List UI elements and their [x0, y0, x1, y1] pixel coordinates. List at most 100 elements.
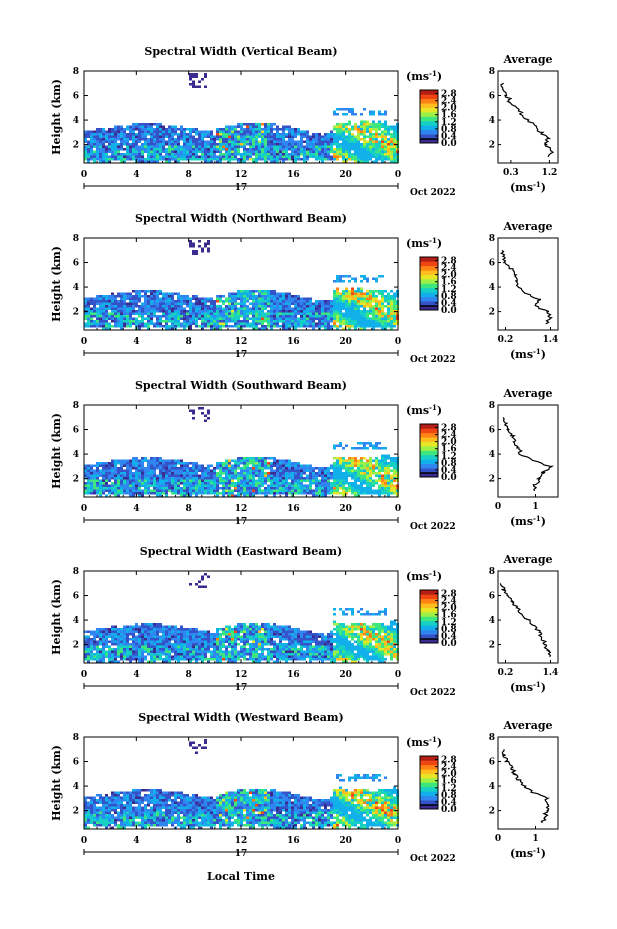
- heatmap-cell: [264, 158, 267, 161]
- heatmap-cell: [309, 322, 312, 325]
- heatmap-cell: [132, 650, 135, 653]
- heatmap-cell: [105, 327, 108, 330]
- heatmap-cell: [360, 462, 363, 465]
- heatmap-cell: [342, 108, 345, 111]
- average-title: Average: [502, 220, 552, 233]
- heatmap-cell: [285, 464, 288, 467]
- heatmap-cell: [276, 489, 279, 492]
- heatmap-cell: [129, 630, 132, 633]
- heatmap-cell: [222, 464, 225, 467]
- heatmap-cell: [117, 145, 120, 148]
- heatmap-cell: [102, 643, 105, 646]
- heatmap-cell: [174, 138, 177, 141]
- heatmap-cell: [117, 655, 120, 658]
- heatmap-cell: [114, 317, 117, 320]
- heatmap-cell: [381, 454, 384, 457]
- heatmap-cell: [330, 310, 333, 313]
- heatmap-cell: [93, 145, 96, 148]
- heatmap-cell: [156, 138, 159, 141]
- heatmap-cell: [297, 479, 300, 482]
- heatmap-cell: [342, 297, 345, 300]
- heatmap-cell: [387, 477, 390, 480]
- heatmap-cell: [384, 128, 387, 131]
- heatmap-cell: [210, 143, 213, 146]
- colorbar-tick-label: 2.0: [441, 438, 457, 448]
- heatmap-cell: [279, 305, 282, 308]
- heatmap-cell: [159, 484, 162, 487]
- heatmap-cell: [351, 487, 354, 490]
- heatmap-cell: [141, 477, 144, 480]
- heatmap-cell: [270, 155, 273, 158]
- heatmap-cell: [291, 474, 294, 477]
- heatmap-cell: [261, 457, 264, 460]
- heatmap-cell: [129, 320, 132, 323]
- heatmap-cell: [225, 317, 228, 320]
- heatmap-cell: [147, 660, 150, 663]
- heatmap-cell: [333, 158, 336, 161]
- heatmap-cell: [219, 130, 222, 133]
- heatmap-cell: [216, 494, 219, 497]
- heatmap-cell: [390, 469, 393, 472]
- heatmap-cell: [312, 325, 315, 328]
- heatmap-cell: [378, 494, 381, 497]
- heatmap-cell: [288, 153, 291, 156]
- heatmap-cell: [279, 150, 282, 153]
- heatmap-cell: [165, 479, 168, 482]
- heatmap-cell: [315, 494, 318, 497]
- heatmap-cell: [366, 325, 369, 328]
- heatmap-cell: [363, 120, 366, 123]
- heatmap-cell: [342, 305, 345, 308]
- heatmap-cell: [243, 153, 246, 156]
- heatmap-cell: [102, 630, 105, 633]
- heatmap-cell: [219, 322, 222, 325]
- heatmap-cell: [189, 148, 192, 151]
- heatmap-cell: [132, 658, 135, 661]
- heatmap-cell: [105, 474, 108, 477]
- heatmap-cell: [249, 492, 252, 495]
- heatmap-cell: [381, 464, 384, 467]
- heatmap-cell: [366, 469, 369, 472]
- heatmap-cell: [246, 290, 249, 293]
- heatmap-cell: [384, 325, 387, 328]
- heatmap-cell: [219, 150, 222, 153]
- heatmap-cell: [111, 474, 114, 477]
- heatmap-cell: [276, 160, 279, 163]
- heatmap-cell: [363, 457, 366, 460]
- heatmap-cell: [378, 140, 381, 143]
- heatmap-cell: [363, 305, 366, 308]
- heatmap-cell: [201, 477, 204, 480]
- heatmap-cell: [240, 479, 243, 482]
- heatmap-cell: [330, 492, 333, 495]
- heatmap-cell: [366, 312, 369, 315]
- heatmap-cell: [249, 482, 252, 485]
- heatmap-cell: [138, 148, 141, 151]
- heatmap-cell: [225, 474, 228, 477]
- heatmap-cell: [381, 482, 384, 485]
- heatmap-cell: [273, 320, 276, 323]
- heatmap-cell: [180, 469, 183, 472]
- heatmap-cell: [366, 315, 369, 318]
- heatmap-cell: [141, 302, 144, 305]
- colorbar-swatch: [420, 287, 438, 293]
- heatmap-cell: [120, 459, 123, 462]
- heatmap-cell: [288, 128, 291, 131]
- heatmap-cell: [363, 479, 366, 482]
- heatmap-cell: [90, 302, 93, 305]
- heatmap-cell: [165, 300, 168, 303]
- heatmap-cell: [351, 462, 354, 465]
- heatmap-cell: [258, 123, 261, 126]
- heatmap-cell: [189, 492, 192, 495]
- heatmap-cell: [333, 444, 336, 447]
- heatmap-cell: [336, 145, 339, 148]
- heatmap-cell: [345, 469, 348, 472]
- heatmap-cell: [108, 464, 111, 467]
- heatmap-cell: [261, 315, 264, 318]
- heatmap-cell: [240, 133, 243, 136]
- heatmap-cell: [285, 302, 288, 305]
- heatmap-cell: [84, 464, 87, 467]
- heatmap-cell: [117, 628, 120, 631]
- heatmap-cell: [384, 130, 387, 133]
- heatmap-cell: [381, 487, 384, 490]
- heatmap-cell: [162, 477, 165, 480]
- heatmap-cell: [138, 487, 141, 490]
